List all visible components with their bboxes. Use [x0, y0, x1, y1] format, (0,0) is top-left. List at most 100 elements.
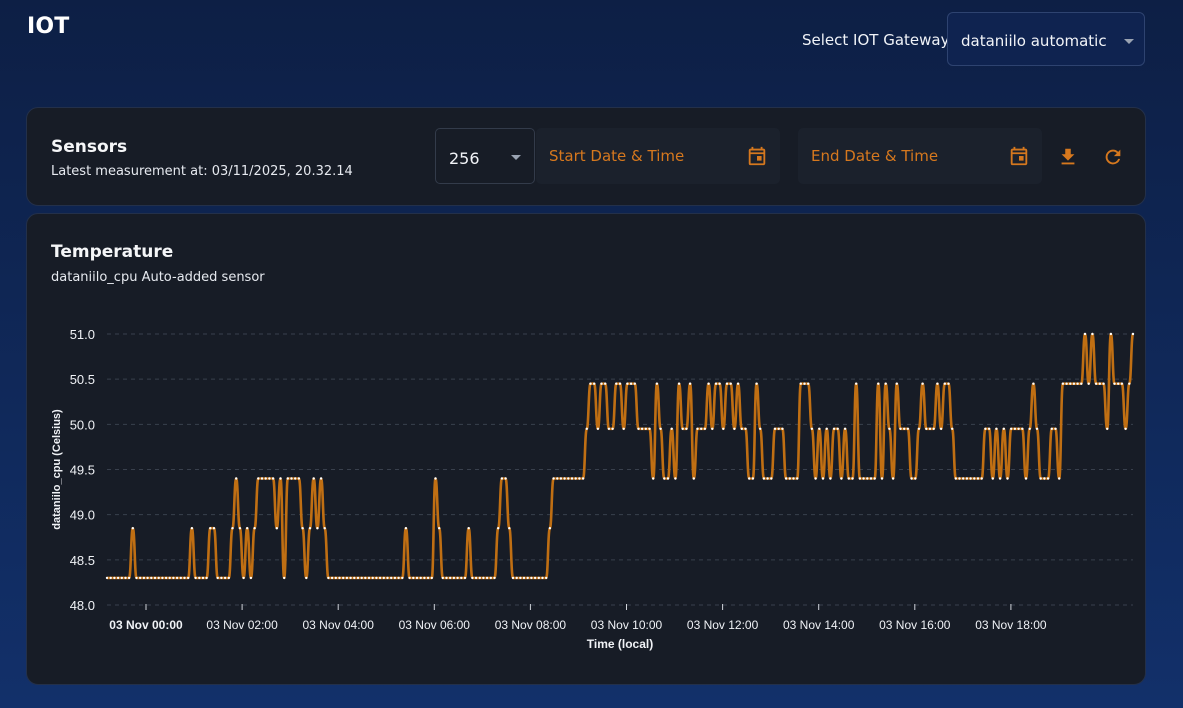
- data-point: [360, 576, 363, 580]
- data-point: [688, 382, 692, 385]
- data-point: [301, 527, 304, 530]
- data-point: [626, 382, 629, 385]
- data-point: [574, 477, 577, 480]
- count-select-value: 256: [449, 149, 480, 168]
- data-point: [279, 477, 282, 480]
- start-datetime-field[interactable]: Start Date & Time: [536, 128, 780, 184]
- data-point: [807, 382, 810, 385]
- data-point: [198, 576, 201, 580]
- data-point: [382, 576, 385, 580]
- data-point: [142, 576, 146, 580]
- data-point: [792, 477, 795, 480]
- data-point: [349, 576, 352, 580]
- data-point: [415, 576, 419, 580]
- data-point: [386, 576, 389, 580]
- start-datetime-placeholder: Start Date & Time: [549, 147, 685, 165]
- data-point: [762, 477, 766, 480]
- data-point: [980, 477, 983, 480]
- data-point: [157, 576, 160, 580]
- data-point: [1028, 427, 1031, 430]
- data-point: [205, 576, 208, 580]
- data-point: [1094, 382, 1098, 385]
- data-point: [556, 477, 559, 480]
- data-point: [914, 477, 917, 480]
- y-tick-label: 50.5: [70, 372, 95, 387]
- data-point: [607, 427, 611, 430]
- data-point: [500, 477, 504, 480]
- data-point: [426, 576, 430, 580]
- data-point: [135, 576, 138, 580]
- data-point: [1106, 427, 1109, 430]
- data-point: [611, 427, 614, 430]
- data-point: [1046, 477, 1050, 480]
- data-point: [578, 477, 581, 480]
- data-point: [223, 576, 227, 580]
- calendar-icon[interactable]: [1008, 145, 1030, 167]
- data-point: [467, 527, 470, 530]
- data-point: [390, 576, 393, 580]
- y-tick-label: 50.0: [70, 417, 95, 432]
- data-point: [408, 576, 411, 580]
- y-tick-label: 48.5: [70, 553, 95, 568]
- data-point: [187, 576, 190, 580]
- data-point: [109, 576, 112, 580]
- gateway-select[interactable]: dataniilo automatic: [947, 12, 1145, 66]
- data-point: [891, 477, 895, 480]
- data-point: [1054, 427, 1057, 430]
- app-title: IOT: [27, 14, 70, 39]
- data-point: [862, 477, 865, 480]
- data-point: [1039, 477, 1042, 480]
- data-point: [733, 427, 736, 430]
- calendar-icon[interactable]: [746, 145, 768, 167]
- data-point: [378, 576, 382, 580]
- data-point: [910, 477, 913, 480]
- data-point: [692, 477, 695, 480]
- data-point: [375, 576, 378, 580]
- data-point: [836, 427, 839, 430]
- download-icon[interactable]: [1057, 146, 1079, 168]
- data-point: [947, 382, 950, 385]
- data-point: [976, 477, 980, 480]
- y-tick-label: 49.0: [70, 508, 95, 523]
- x-tick-label: 03 Nov 02:00: [206, 618, 278, 632]
- data-point: [194, 576, 197, 580]
- data-point: [622, 427, 625, 430]
- refresh-icon[interactable]: [1102, 146, 1124, 168]
- data-point: [127, 576, 131, 580]
- data-point: [463, 576, 467, 580]
- data-point: [585, 427, 588, 430]
- data-point: [1065, 382, 1068, 385]
- data-point: [246, 527, 249, 530]
- data-point: [290, 477, 293, 480]
- data-point: [851, 477, 854, 480]
- data-point: [759, 427, 762, 430]
- data-point: [773, 427, 777, 430]
- data-point: [249, 576, 253, 580]
- data-point: [655, 382, 659, 385]
- data-point: [283, 576, 286, 580]
- data-point: [312, 477, 315, 480]
- data-point: [533, 576, 537, 580]
- y-tick-label: 48.0: [70, 598, 95, 613]
- data-point: [146, 576, 149, 580]
- data-point: [847, 477, 850, 480]
- series-line: [107, 332, 1135, 580]
- data-point: [139, 576, 142, 580]
- data-point: [334, 576, 337, 580]
- count-select[interactable]: 256: [435, 128, 535, 184]
- data-point: [895, 382, 898, 385]
- data-point: [696, 427, 699, 430]
- data-point: [1120, 382, 1124, 385]
- data-point: [319, 477, 323, 480]
- data-point: [567, 477, 570, 480]
- data-point: [201, 576, 205, 580]
- data-point: [917, 427, 921, 430]
- y-tick-label: 51.0: [70, 327, 95, 342]
- data-point: [1006, 477, 1009, 480]
- data-point: [615, 382, 618, 385]
- data-point: [161, 576, 164, 580]
- data-point: [884, 382, 887, 385]
- end-datetime-field[interactable]: End Date & Time: [798, 128, 1042, 184]
- data-point: [216, 576, 219, 580]
- chart-subtitle: dataniilo_cpu Auto-added sensor: [51, 270, 265, 285]
